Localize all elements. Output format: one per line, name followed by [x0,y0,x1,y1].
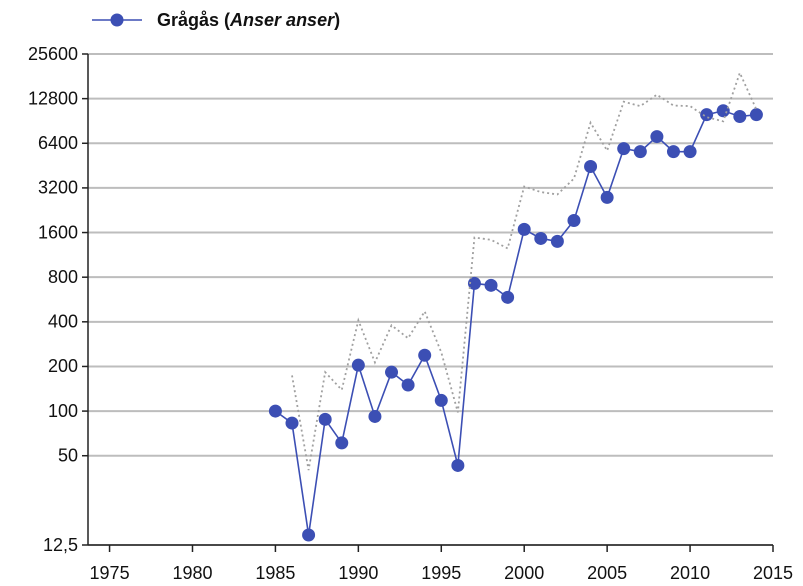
y-tick-label: 400 [48,312,78,332]
marker [285,416,299,430]
marker [501,290,515,304]
marker [484,278,498,292]
marker [418,348,432,362]
y-tick-label: 1600 [38,222,78,242]
legend-label-part: ) [334,10,340,30]
marker [700,108,714,122]
x-tick-label: 1995 [421,563,461,583]
marker [351,358,365,372]
marker [650,130,664,144]
marker [617,142,631,156]
marker [302,528,316,542]
marker [716,104,730,118]
y-tick-label: 6400 [38,133,78,153]
marker [733,109,747,123]
marker [600,190,614,204]
x-tick-label: 1980 [172,563,212,583]
y-tick-label: 50 [58,445,78,465]
x-tick-label: 1985 [255,563,295,583]
marker [368,409,382,423]
marker [335,436,349,450]
legend-marker [110,13,124,27]
y-tick-label: 25600 [28,44,78,64]
marker [434,393,448,407]
marker [467,276,481,290]
x-tick-label: 2010 [670,563,710,583]
x-tick-label: 1975 [90,563,130,583]
y-tick-label: 800 [48,267,78,287]
x-tick-label: 2005 [587,563,627,583]
marker [268,404,282,418]
marker [666,145,680,159]
y-tick-label: 3200 [38,178,78,198]
marker [534,231,548,245]
marker [451,458,465,472]
marker [550,234,564,248]
legend-label-part: Anser anser [229,10,335,30]
marker [749,108,763,122]
x-tick-label: 2015 [753,563,793,583]
x-tick-label: 2000 [504,563,544,583]
y-tick-label: 200 [48,356,78,376]
marker [318,412,332,426]
legend-label-part: Grågås ( [157,10,230,30]
y-tick-label: 12,5 [43,535,78,555]
y-tick-label: 100 [48,401,78,421]
marker [401,378,415,392]
series-line [274,109,757,536]
marker [584,160,598,174]
marker [633,145,647,159]
legend-label: Grågås (Anser anser) [157,10,340,30]
y-tick-label: 12800 [28,88,78,108]
marker [567,213,581,227]
marker [683,145,697,159]
x-tick-label: 1990 [338,563,378,583]
marker [385,365,399,379]
marker [517,222,531,236]
dotted-line [291,70,758,471]
